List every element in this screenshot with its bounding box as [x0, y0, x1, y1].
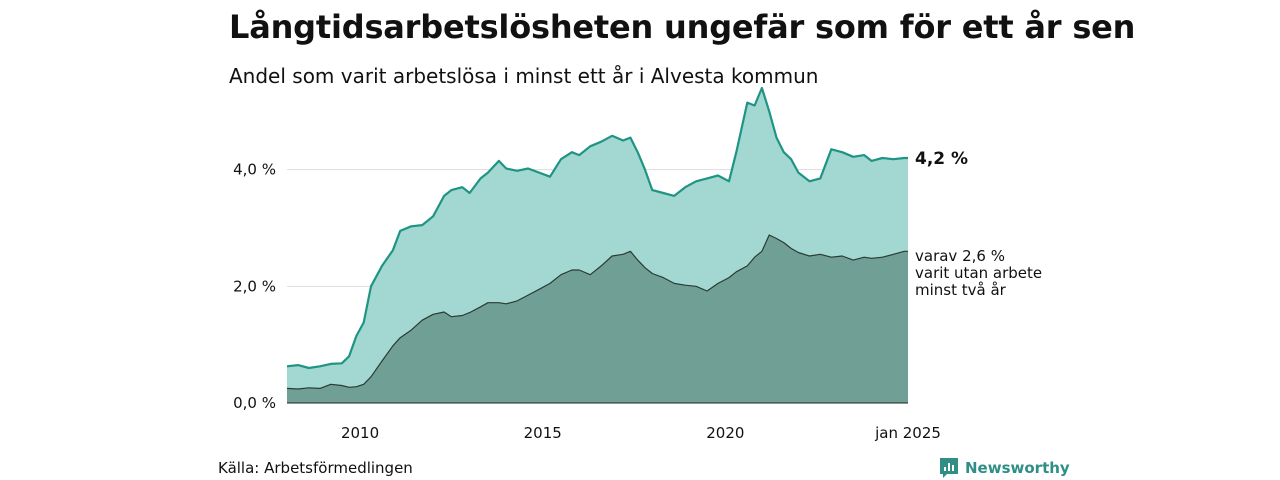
sub-line [286, 234, 908, 390]
chart-subtitle: Andel som varit arbetslösa i minst ett å… [229, 64, 819, 88]
x-tick-label: 2015 [524, 424, 562, 442]
y-tick-label: 0,0 % [233, 394, 276, 412]
chart-areas [286, 86, 908, 404]
y-tick-label: 2,0 % [233, 277, 276, 295]
total-end-label: 4,2 % [915, 149, 968, 169]
logo-text: Newsworthy [965, 459, 1070, 477]
sub-end-label-line: minst två år [915, 281, 1007, 299]
newsworthy-chart-icon [940, 458, 958, 478]
y-tick-label: 4,0 % [233, 161, 276, 179]
newsworthy-logo: Newsworthy [939, 457, 1070, 479]
axis-labels: 0,0 % 2,0 % 4,0 % 2010 2015 2020 jan 2025 4,2 %… [233, 149, 1042, 442]
x-tick-label: jan 2025 [874, 424, 941, 442]
total-line [286, 86, 908, 370]
x-tick-label: 2020 [706, 424, 744, 442]
chart-title: Långtidsarbetslösheten ungefär som för e… [229, 8, 1136, 46]
sub-end-label-line: varav 2,6 % [915, 247, 1005, 265]
sub-end-label-line: varit utan arbete [915, 264, 1042, 282]
x-tick-label: 2010 [341, 424, 379, 442]
source-note: Källa: Arbetsförmedlingen [218, 459, 413, 477]
sub-area [287, 235, 908, 403]
